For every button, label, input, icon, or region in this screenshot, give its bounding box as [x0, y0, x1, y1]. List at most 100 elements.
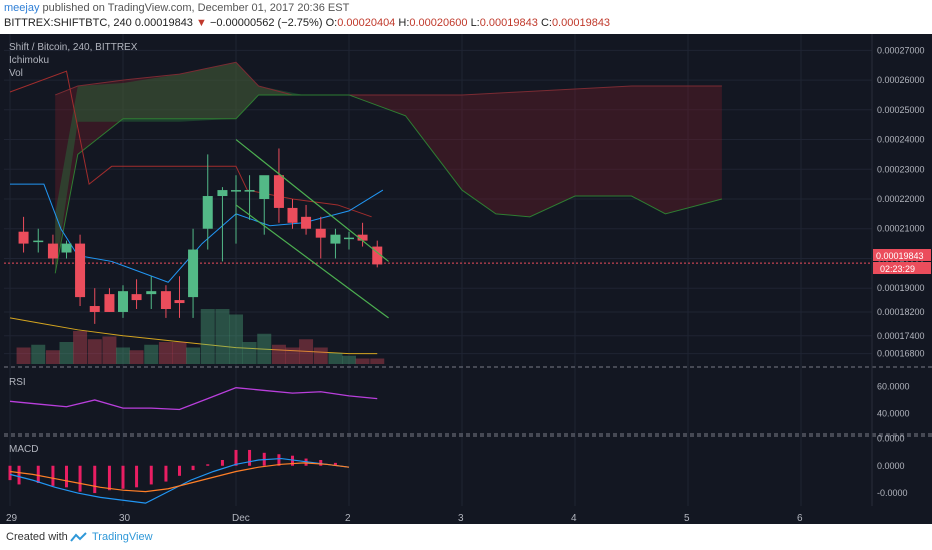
price-tick-label: 0.00025000: [877, 105, 925, 115]
macd-tick-label: -0.0000: [877, 488, 908, 498]
high-value: 0.00020600: [409, 17, 468, 29]
signal-line: [9, 462, 350, 493]
tenkan-line: [10, 183, 384, 283]
rsi-line: [9, 387, 378, 411]
change-value: −0.00000562 (−2.75%): [209, 17, 323, 29]
macd-hist-bar: [164, 465, 168, 482]
rsi-tick-label: 40.0000: [877, 409, 910, 419]
author-link[interactable]: meejay: [4, 2, 40, 14]
low-label: L:: [470, 17, 480, 29]
candle-body: [357, 234, 368, 241]
candle-body: [330, 234, 341, 244]
chart-area[interactable]: 60.0000 40.0000 0.0000 0.0000 -0.0000 0.000…: [0, 34, 932, 524]
close-value: 0.00019843: [551, 17, 611, 29]
candle-body: [372, 246, 383, 265]
volume-bars: [16, 309, 385, 364]
rsi-pane: 60.0000 40.0000: [9, 381, 910, 419]
cloud-fill-bull: [55, 62, 304, 274]
macd-tick-label: 0.0000: [877, 461, 905, 471]
price-tick-label: 0.00017400: [877, 331, 925, 341]
volume-bar: [242, 342, 257, 364]
candle-body: [174, 300, 185, 304]
chart-title: Shift / Bitcoin, 240, BITTREX: [9, 42, 138, 53]
volume-bar: [229, 314, 243, 364]
volume-bar: [16, 347, 31, 364]
macd-label[interactable]: MACD: [9, 444, 38, 455]
channel-upper: [235, 139, 389, 262]
open-value: 0.00020404: [337, 17, 396, 29]
lagging-line: [9, 317, 378, 355]
volume-bar: [59, 342, 74, 364]
change-arrow-icon: ▼: [196, 17, 207, 29]
price-tick-label: 0.00021000: [877, 224, 925, 234]
trend-lines[interactable]: [235, 139, 389, 319]
macd-hist-bar: [149, 465, 153, 485]
time-tick-label: 29: [6, 513, 18, 524]
rsi-label[interactable]: RSI: [9, 377, 26, 388]
chart-header: meejay published on TradingView.com, Dec…: [0, 0, 932, 34]
volume-bar: [271, 344, 286, 364]
high-label: H:: [398, 17, 410, 29]
price-tick-label: 0.00019000: [877, 283, 925, 293]
candle-body: [202, 196, 213, 229]
macd-hist-bar: [333, 462, 337, 466]
volume-bar: [313, 347, 328, 364]
cloud-fill-bear: [55, 62, 722, 274]
price-tick-label: 0.00026000: [877, 75, 925, 85]
candles: [18, 148, 383, 324]
candle-body: [18, 231, 29, 244]
macd-hist-bar: [234, 449, 238, 466]
candle-body: [61, 243, 72, 253]
price-tick-label: 0.00022000: [877, 194, 925, 204]
volume-bar: [73, 331, 88, 364]
price-tag: 0.00019843: [876, 251, 924, 261]
volume-bar: [355, 358, 370, 364]
macd-hist-bar: [121, 465, 125, 489]
close-label: C:: [540, 17, 552, 29]
ichimoku-cloud: [9, 61, 723, 355]
time-tick-label: 6: [797, 513, 803, 524]
candle-body: [315, 228, 326, 238]
candle-body: [146, 291, 157, 295]
ohlc-line: BITTREX:SHIFTBTC, 240 0.00019843 ▼ −0.00…: [4, 17, 610, 29]
volume-bar: [186, 347, 201, 364]
chart-canvas[interactable]: 60.0000 40.0000 0.0000 0.0000 -0.0000 0.000…: [0, 34, 932, 524]
candle-body: [104, 294, 115, 312]
footer: Created with TradingView: [0, 524, 932, 550]
price-tag-box: [873, 249, 931, 261]
price-tick-label: 0.00024000: [877, 135, 925, 145]
vol-label[interactable]: Vol: [9, 68, 23, 79]
macd-hist-bar: [135, 465, 139, 488]
time-tick-label: 30: [119, 513, 131, 524]
macd-hist-bar: [319, 460, 323, 466]
macd-hist-bar: [220, 460, 224, 466]
time-tick-label: 3: [458, 513, 464, 524]
ichimoku-label[interactable]: Ichimoku: [9, 55, 49, 66]
volume-bar: [257, 333, 272, 364]
price-tick-label: 0.00023000: [877, 164, 925, 174]
macd-hist-bar: [51, 465, 55, 486]
timer-tag-box: [873, 262, 931, 274]
macd-hist-bar: [191, 465, 195, 471]
candle-body: [118, 291, 128, 312]
candle-body: [89, 306, 100, 312]
time-axis[interactable]: 29 30 Dec 2 3 4 5 6: [6, 513, 803, 524]
tradingview-link[interactable]: TradingView: [92, 531, 153, 543]
macd-tick-label: 0.0000: [877, 433, 905, 443]
tradingview-logo-icon: [70, 532, 87, 542]
kijun-line: [9, 70, 372, 218]
timer-tag: 02:23:29: [880, 264, 915, 274]
candle-body: [301, 216, 312, 229]
candle-body: [47, 243, 58, 259]
volume-bar: [299, 339, 314, 364]
volume-bar: [328, 353, 343, 364]
grid-lines: [4, 34, 932, 506]
time-tick-label: Dec: [232, 513, 250, 524]
macd-pane: 0.0000 0.0000 -0.0000: [8, 433, 908, 504]
macd-hist-bar: [78, 465, 82, 492]
channel-lower: [235, 204, 389, 319]
macd-hist-bar: [178, 465, 181, 476]
price-tick-label: 0.00018200: [877, 307, 925, 317]
created-with-label: Created with: [6, 531, 68, 543]
volume-bar: [102, 336, 117, 364]
